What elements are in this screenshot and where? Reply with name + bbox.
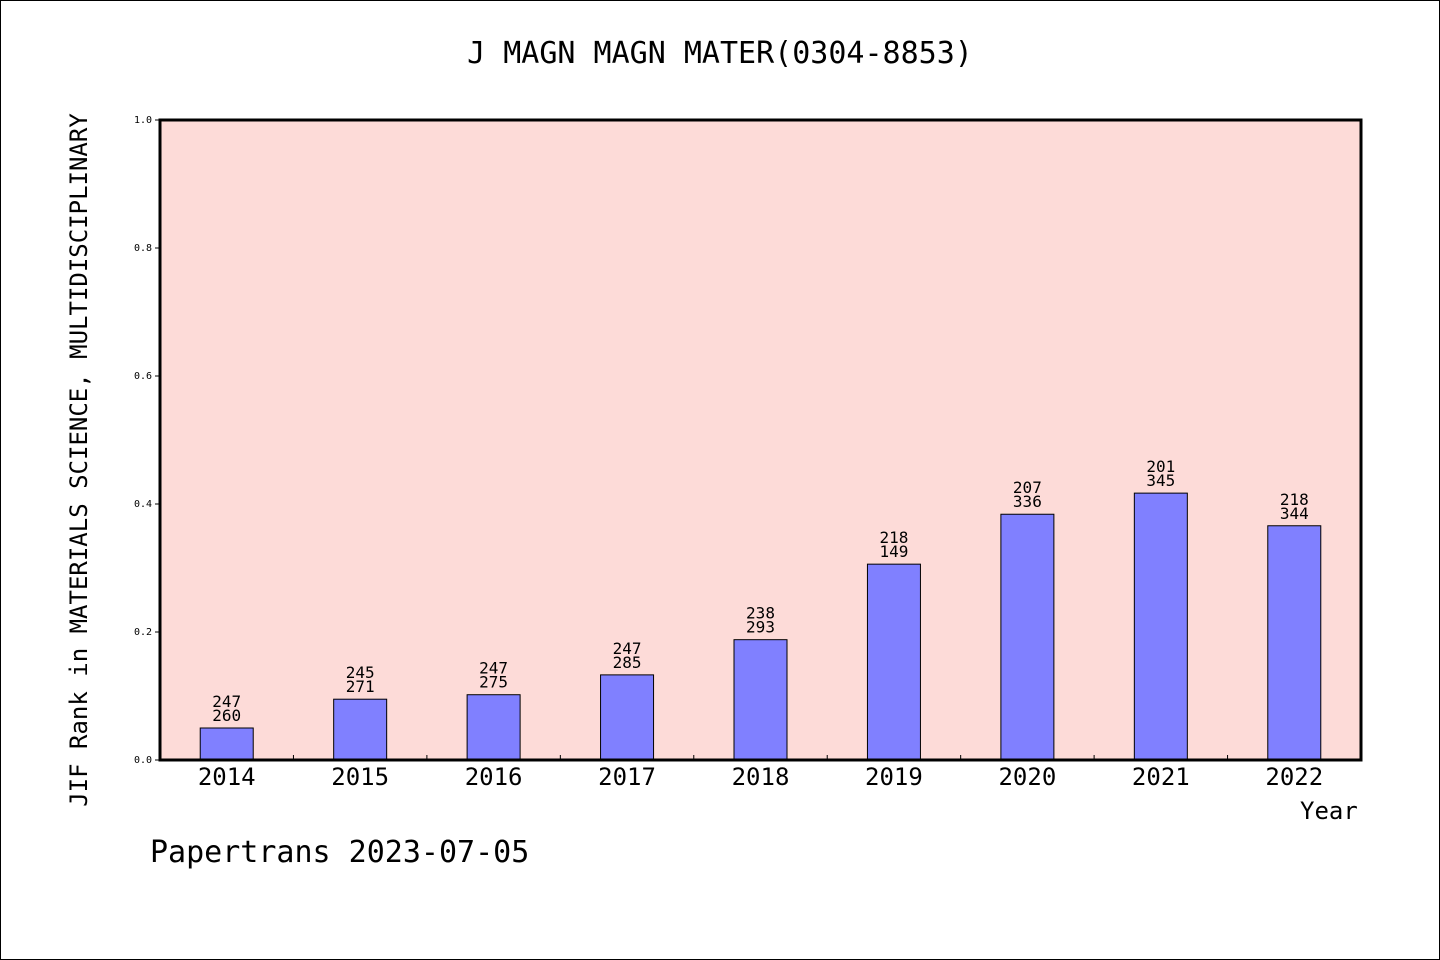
bar-label-bottom: 275: [479, 673, 508, 692]
bar-label-top: 218: [879, 528, 908, 547]
chart-title: J MAGN MAGN MATER(0304-8853): [467, 36, 973, 71]
bar-label-bottom: 345: [1146, 471, 1175, 490]
bar-label-top: 247: [212, 692, 241, 711]
bar: [1000, 513, 1055, 761]
bar-label-bottom: 336: [1013, 492, 1042, 511]
bar-label-top: 218: [1280, 490, 1309, 509]
plot-border: [158, 118, 1363, 762]
bar: [333, 698, 388, 761]
bar-label-bottom: 293: [746, 618, 775, 637]
bar-label-bottom: 285: [613, 653, 642, 672]
bar-label-bottom: 260: [212, 706, 241, 725]
x-tick-label: 2017: [598, 763, 656, 791]
bar-label-top: 245: [346, 663, 375, 682]
x-axis-label: Year: [1300, 797, 1358, 825]
y-tick-label: 1.0: [134, 115, 152, 126]
bar-label-top: 247: [479, 659, 508, 678]
y-tick-label: 0.0: [134, 755, 152, 766]
bar-label-bottom: 149: [879, 542, 908, 561]
bar: [199, 727, 254, 761]
bar-label-top: 238: [746, 604, 775, 623]
x-tick-label: 2016: [465, 763, 523, 791]
y-axis-label: JIF Rank in MATERIALS SCIENCE, MULTIDISC…: [65, 113, 93, 807]
bar: [733, 639, 788, 761]
bar-label-top: 207: [1013, 478, 1042, 497]
x-tick-label: 2020: [998, 763, 1056, 791]
bar: [1267, 525, 1322, 761]
bar: [600, 674, 655, 761]
y-tick-label: 0.8: [134, 243, 152, 254]
bar-label-bottom: 344: [1280, 504, 1309, 523]
x-tick-label: 2018: [732, 763, 790, 791]
x-tick-label: 2015: [331, 763, 389, 791]
bar-label-top: 247: [613, 639, 642, 658]
x-tick-label: 2021: [1132, 763, 1190, 791]
y-tick-label: 0.4: [134, 499, 152, 510]
x-tick-label: 2022: [1265, 763, 1323, 791]
x-tick-label: 2019: [865, 763, 923, 791]
bar-label-bottom: 271: [346, 677, 375, 696]
footer-text: Papertrans 2023-07-05: [150, 835, 530, 870]
bar: [466, 694, 521, 761]
bar: [866, 563, 921, 761]
y-tick-label: 0.6: [134, 371, 152, 382]
bar: [1133, 492, 1188, 761]
bar-label-top: 201: [1146, 457, 1175, 476]
y-tick-label: 0.2: [134, 627, 152, 638]
x-tick-label: 2014: [198, 763, 256, 791]
